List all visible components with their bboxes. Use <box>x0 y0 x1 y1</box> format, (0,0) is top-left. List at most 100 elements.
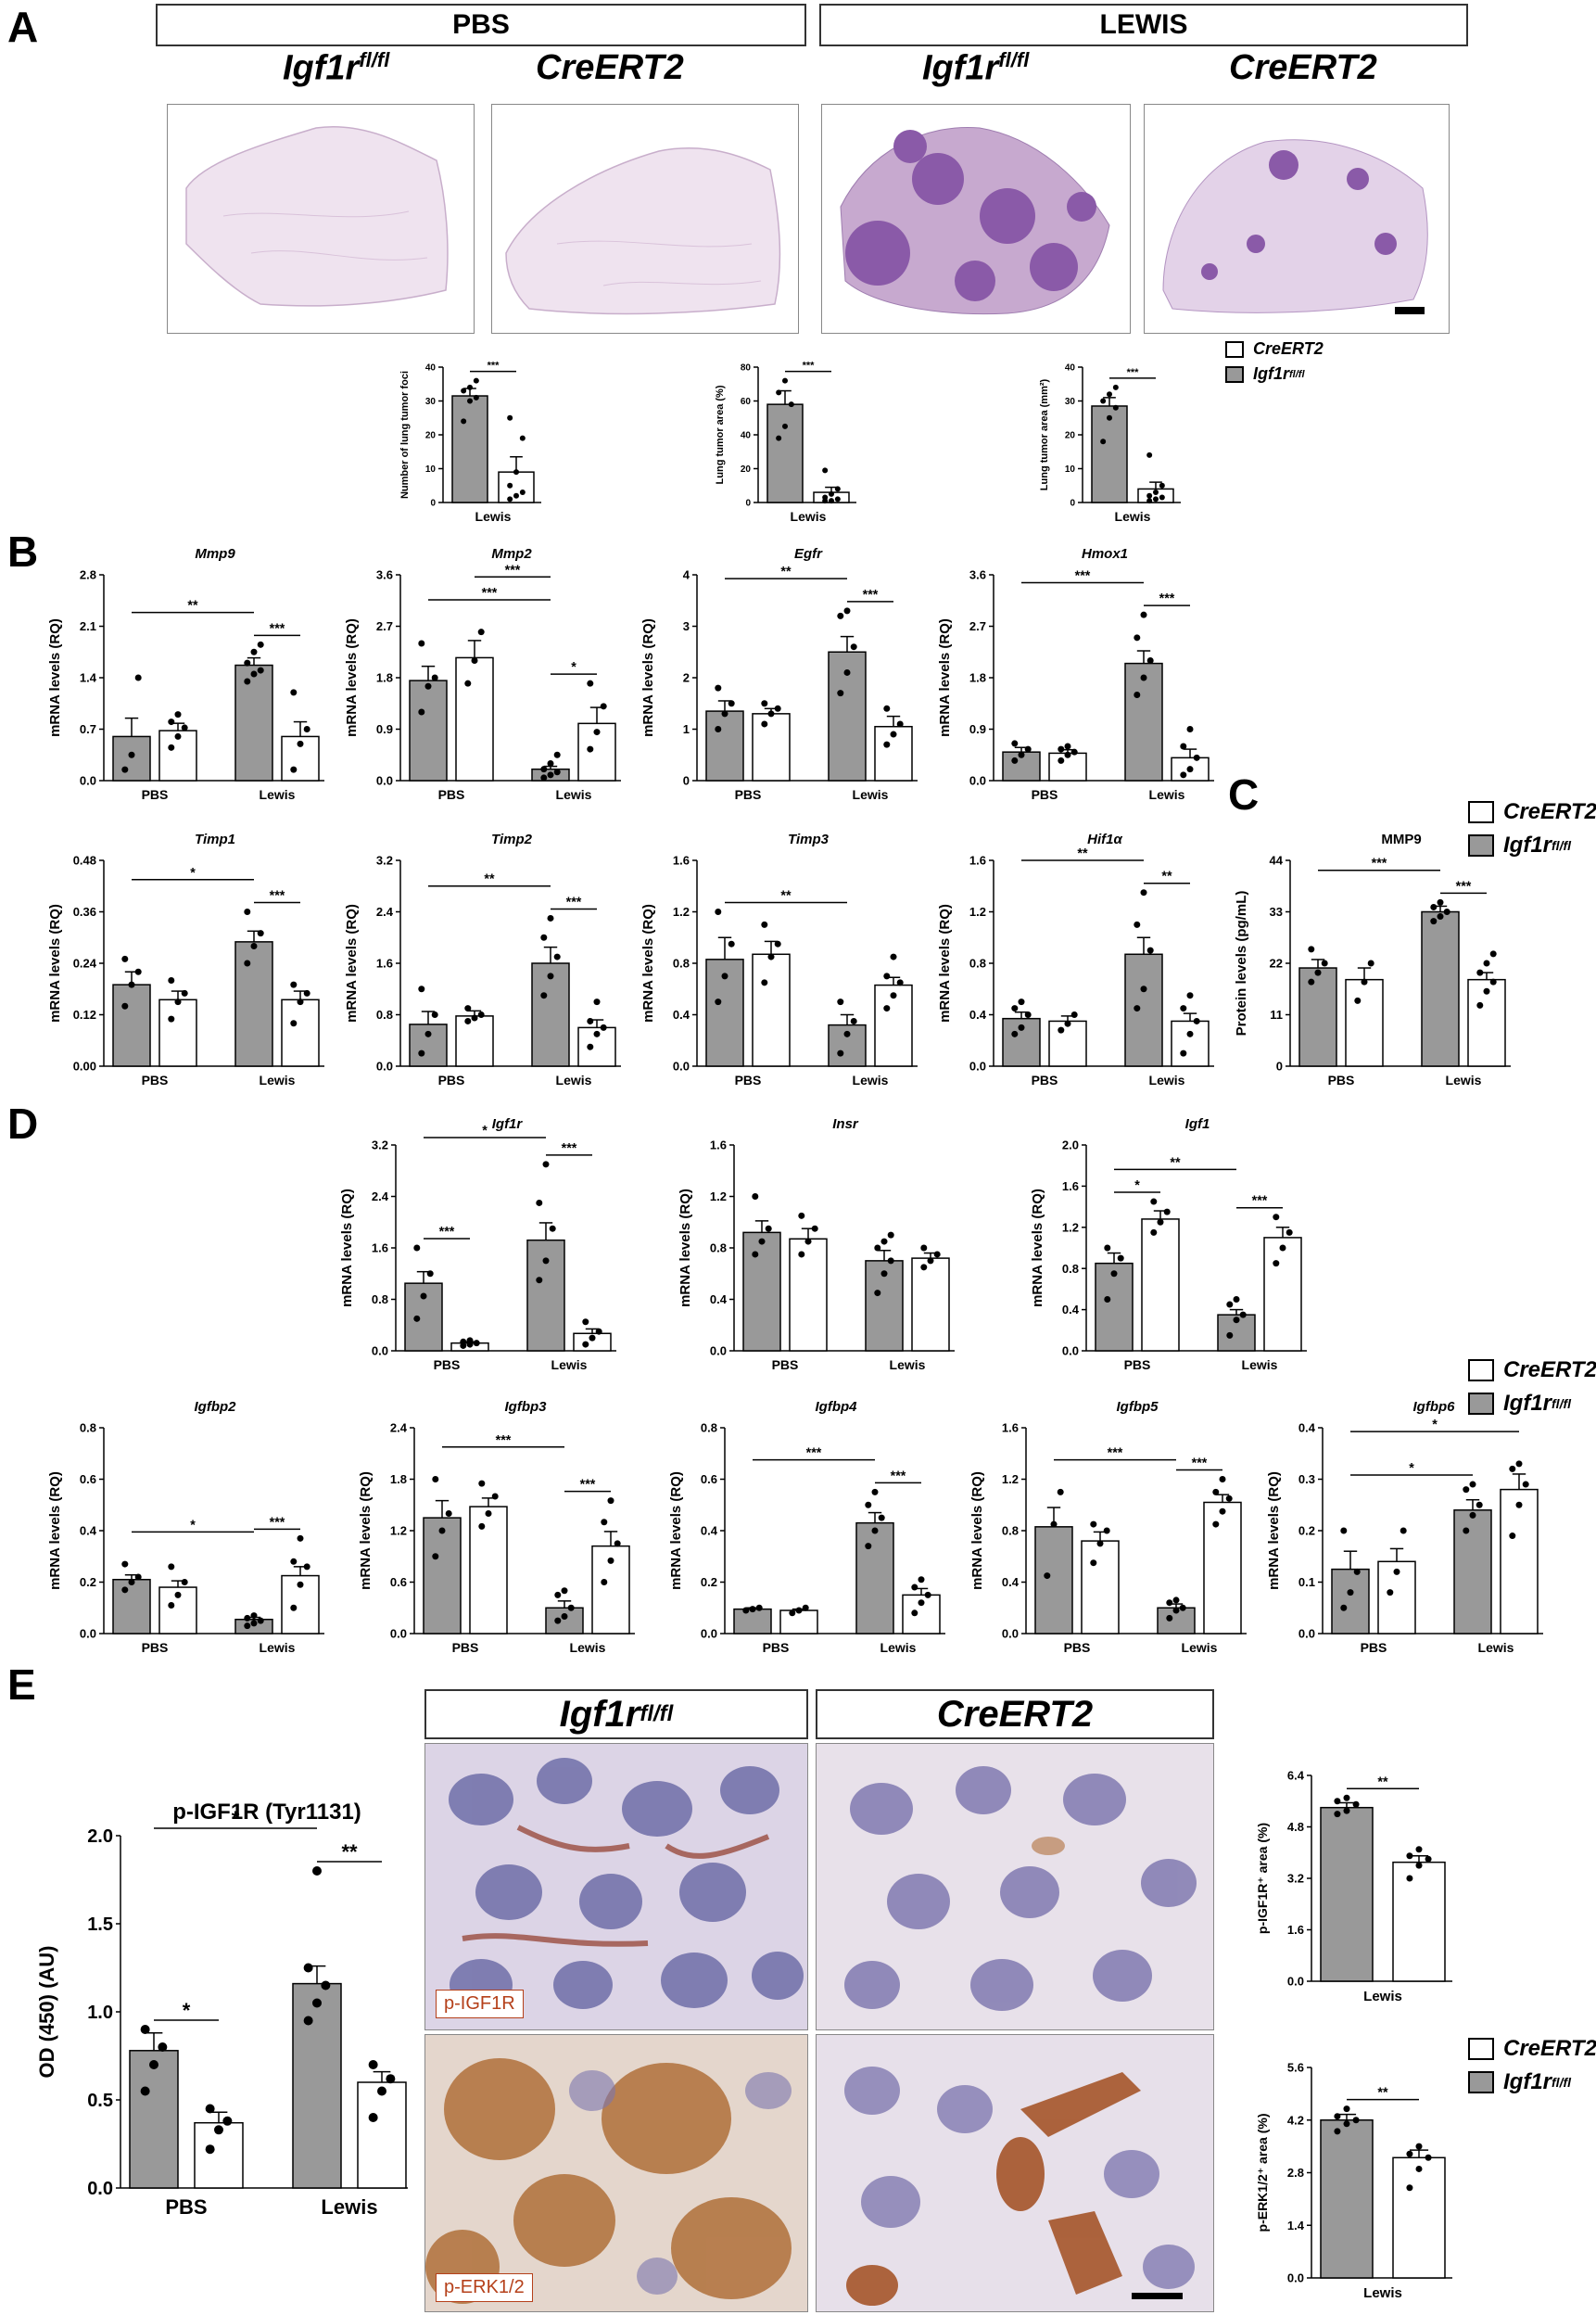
y-axis-label: mRNA levels (RQ) <box>344 904 360 1023</box>
data-point <box>1163 1208 1171 1215</box>
data-point <box>432 1553 439 1560</box>
data-point <box>1018 751 1025 758</box>
significance-label: *** <box>488 361 500 372</box>
data-point <box>887 1257 894 1265</box>
chart-pigf1r-area: 0.0 1.6 3.2 4.8 6.4 p-IGF1R⁺ area (%) Lewis ** <box>1255 1769 1452 2004</box>
data-point <box>1225 1495 1233 1502</box>
x-tick-label: Lewis <box>475 509 512 524</box>
data-point <box>1018 1024 1025 1031</box>
x-tick-label: Lewis <box>880 1640 917 1655</box>
bar <box>409 1024 448 1067</box>
y-tick-label: 2.4 <box>390 1421 408 1435</box>
data-point <box>782 423 788 429</box>
data-point <box>1140 611 1147 618</box>
data-point <box>761 979 768 986</box>
y-tick-label: 0.6 <box>390 1575 407 1589</box>
y-tick-label: 3.2 <box>376 854 393 868</box>
data-point <box>589 1334 596 1342</box>
chart-mmp9: Mmp9 0.0 0.7 1.4 2.1 2.8 mRNA levels (RQ) PBS Le… <box>47 546 324 802</box>
y-tick-label: 0.0 <box>372 1344 388 1358</box>
y-axis-label: mRNA levels (RQ) <box>640 904 656 1023</box>
y-tick-label: 2.8 <box>1287 2166 1304 2180</box>
chart-timp2: Timp2 0.0 0.8 1.6 2.4 3.2 mRNA levels (RQ) PBS L… <box>344 832 621 1088</box>
data-point <box>1308 946 1315 953</box>
y-tick-label: 1.8 <box>376 671 393 685</box>
data-point <box>1279 1244 1286 1252</box>
x-tick-label: Lewis <box>1115 509 1151 524</box>
bar <box>112 735 151 782</box>
legend-item-creert2: CreERT2 <box>1468 1357 1596 1383</box>
data-point <box>837 1049 844 1057</box>
data-point <box>1273 1214 1280 1221</box>
y-tick-label: 6.4 <box>1287 1769 1305 1783</box>
chart-igfbp3: Igfbp3 0.0 0.6 1.2 1.8 2.4 mRNA levels (RQ) PBS… <box>358 1399 635 1655</box>
ihc-label-perk: p-ERK1/2 <box>436 2273 533 2302</box>
chart-mmp2: Mmp2 0.0 0.9 1.8 2.7 3.6 mRNA levels (RQ) PBS Le… <box>344 546 621 802</box>
data-point <box>303 726 310 732</box>
bar <box>1217 1314 1256 1352</box>
data-point <box>250 1620 258 1627</box>
data-point <box>507 496 513 502</box>
x-tick-label: PBS <box>735 1073 762 1088</box>
data-point <box>297 999 304 1006</box>
significance-label: *** <box>505 563 521 578</box>
data-point <box>507 482 513 489</box>
significance-label: *** <box>562 1141 577 1156</box>
y-tick-label: 0.2 <box>1298 1524 1315 1538</box>
ihc-pigf1r-igf1r <box>424 1743 808 2030</box>
y-tick-label: 0 <box>430 499 436 509</box>
data-point <box>600 1024 607 1031</box>
significance-label: * <box>482 1124 488 1138</box>
y-tick-label: 0.0 <box>1298 1627 1315 1641</box>
data-point <box>1406 2150 1413 2157</box>
significance-label: *** <box>439 1225 455 1240</box>
data-point <box>761 720 768 728</box>
y-tick-label: 4.8 <box>1287 1820 1304 1834</box>
data-point <box>134 1573 142 1581</box>
data-point <box>424 1030 432 1037</box>
y-tick-label: 2.0 <box>87 1826 113 1847</box>
data-point <box>782 377 788 384</box>
y-tick-label: 0.4 <box>1062 1303 1080 1316</box>
data-point <box>513 469 519 476</box>
data-point <box>595 1328 602 1335</box>
data-point <box>1343 1807 1350 1814</box>
legend-panel-e: CreERT2 Igf1r fl/fl <box>1468 2036 1596 2095</box>
data-point <box>1050 1520 1058 1528</box>
data-point <box>776 389 782 396</box>
y-tick-label: 0.8 <box>673 957 690 971</box>
data-point <box>1096 1540 1104 1547</box>
y-tick-label: 1.2 <box>710 1189 727 1203</box>
y-axis-label: Lung tumor area (%) <box>715 385 726 484</box>
data-point <box>1159 482 1165 489</box>
data-point <box>303 1563 310 1571</box>
y-tick-label: 0.4 <box>673 1008 690 1022</box>
significance-label: ** <box>780 889 792 904</box>
bar <box>591 1545 630 1634</box>
significance-label: ** <box>187 599 198 614</box>
bar <box>1453 1509 1492 1634</box>
significance-label: ** <box>1170 1155 1181 1170</box>
y-tick-label: 1.2 <box>1002 1472 1019 1486</box>
y-tick-label: 0.4 <box>701 1524 718 1538</box>
data-point <box>542 1161 550 1168</box>
bar <box>1500 1488 1539 1634</box>
chart-igfbp4: Igfbp4 0.0 0.2 0.4 0.6 0.8 mRNA levels (RQ) PBS… <box>668 1399 945 1655</box>
data-point <box>547 914 554 922</box>
data-point <box>850 1017 857 1024</box>
data-point <box>464 1017 472 1024</box>
y-tick-label: 0.0 <box>87 2179 113 2199</box>
data-point <box>883 1005 891 1012</box>
chart-title: Mmp9 <box>195 546 235 562</box>
data-point <box>1186 766 1194 773</box>
y-tick-label: 0.8 <box>80 1421 96 1435</box>
data-point <box>418 986 425 993</box>
data-point <box>149 2060 158 2069</box>
y-tick-label: 20 <box>1065 431 1076 441</box>
data-point <box>420 1292 427 1300</box>
data-point <box>1406 1875 1413 1882</box>
chart-title: Timp1 <box>195 832 235 847</box>
x-tick-label: Lewis <box>1363 1989 1402 2004</box>
data-point <box>205 2144 215 2155</box>
data-point <box>715 726 722 732</box>
